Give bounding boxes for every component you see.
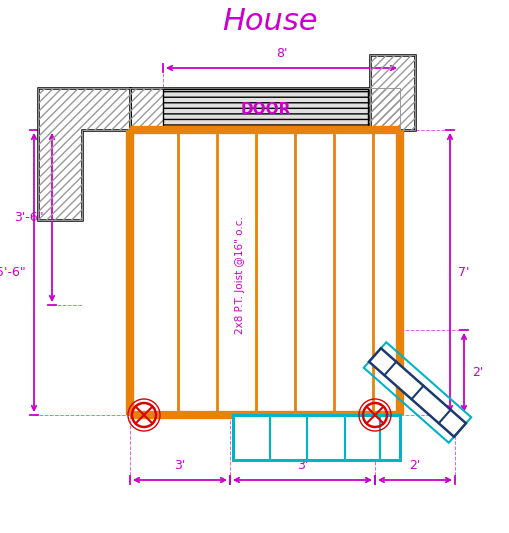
- Polygon shape: [130, 88, 399, 130]
- Text: 2': 2': [471, 366, 483, 379]
- Text: 7': 7': [457, 266, 469, 279]
- Text: 2x8 P.T. Joist @16" o.c.: 2x8 P.T. Joist @16" o.c.: [235, 216, 244, 334]
- Polygon shape: [163, 89, 367, 129]
- Text: 8': 8': [275, 47, 287, 60]
- Polygon shape: [369, 55, 414, 130]
- Text: DOOR: DOOR: [240, 101, 290, 117]
- Text: 3'-6": 3'-6": [14, 211, 44, 224]
- Text: 5'-6": 5'-6": [0, 266, 26, 279]
- Polygon shape: [38, 88, 130, 220]
- Polygon shape: [369, 348, 465, 437]
- Text: 2': 2': [409, 459, 420, 472]
- Text: 3': 3': [296, 459, 307, 472]
- Text: House: House: [222, 7, 317, 36]
- Text: 3': 3': [174, 459, 185, 472]
- Polygon shape: [233, 415, 399, 460]
